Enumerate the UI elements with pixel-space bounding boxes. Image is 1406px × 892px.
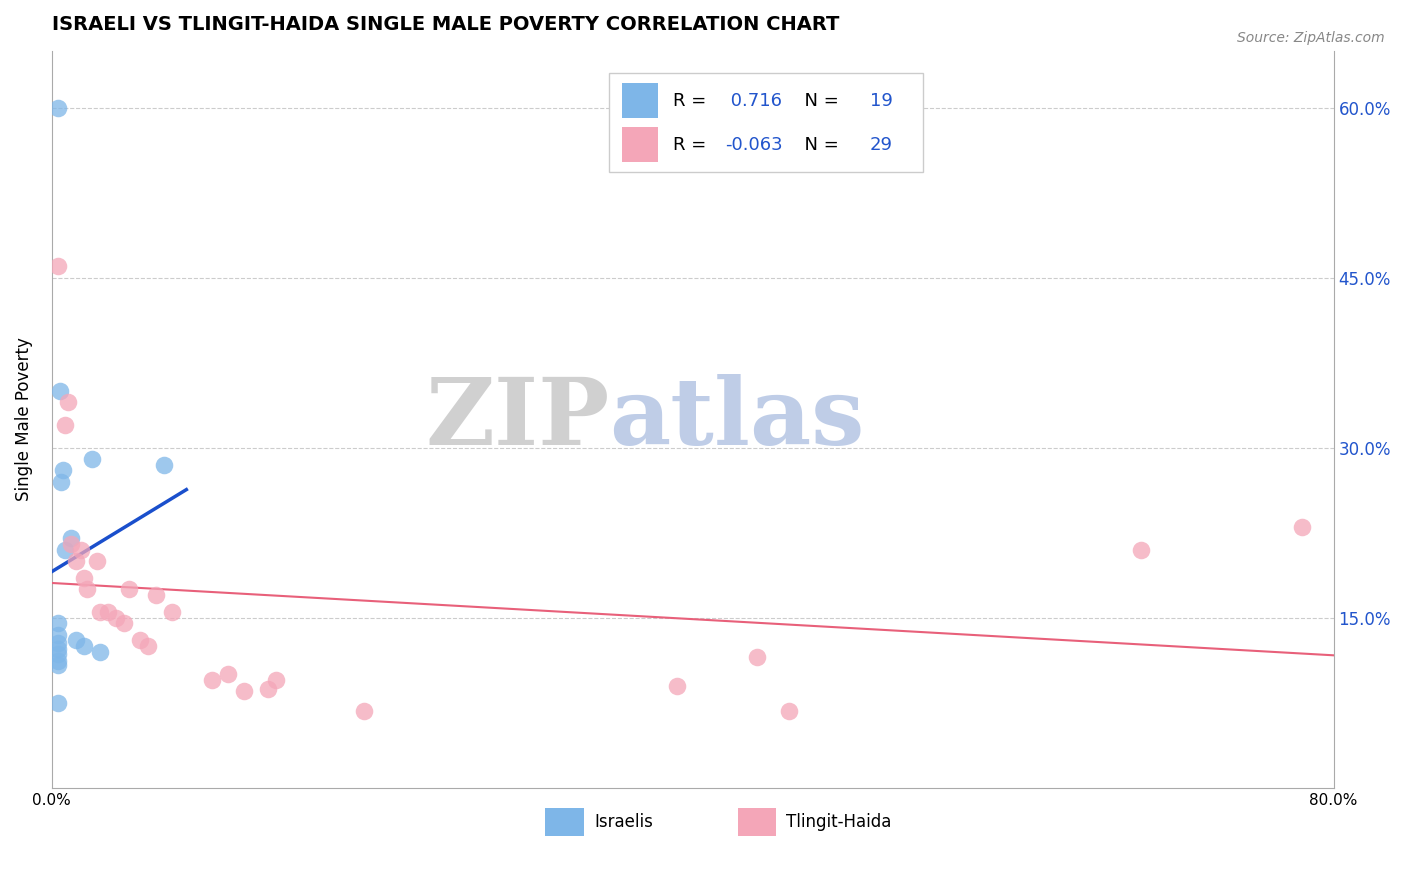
Point	[59, 537, 82, 551]
Text: Tlingit-Haida: Tlingit-Haida	[786, 813, 891, 830]
Point	[65, 633, 87, 648]
Point	[257, 682, 280, 697]
Point	[89, 645, 111, 659]
FancyBboxPatch shape	[546, 807, 583, 836]
Y-axis label: Single Male Poverty: Single Male Poverty	[15, 337, 32, 501]
Text: 29: 29	[869, 136, 893, 153]
Point	[46, 647, 69, 661]
Point	[89, 605, 111, 619]
FancyBboxPatch shape	[623, 127, 658, 162]
Point	[160, 605, 183, 619]
Text: Israelis: Israelis	[593, 813, 652, 830]
Point	[217, 667, 239, 681]
Text: ZIP: ZIP	[425, 375, 609, 465]
FancyBboxPatch shape	[609, 73, 924, 172]
Point	[76, 582, 98, 597]
Point	[264, 673, 287, 687]
Text: R =: R =	[673, 92, 713, 110]
Text: N =: N =	[793, 136, 844, 153]
Point	[80, 452, 103, 467]
Point	[53, 542, 76, 557]
Text: atlas: atlas	[609, 375, 865, 465]
Point	[73, 639, 96, 653]
Point	[49, 384, 72, 398]
Point	[46, 654, 69, 668]
Point	[112, 616, 135, 631]
Point	[46, 628, 69, 642]
Point	[778, 704, 800, 718]
Point	[97, 605, 120, 619]
Text: ISRAELI VS TLINGIT-HAIDA SINGLE MALE POVERTY CORRELATION CHART: ISRAELI VS TLINGIT-HAIDA SINGLE MALE POV…	[52, 15, 839, 34]
Point	[46, 616, 69, 631]
Point	[46, 101, 69, 115]
Point	[56, 395, 79, 409]
Point	[52, 463, 75, 477]
Point	[46, 642, 69, 657]
Point	[118, 582, 141, 597]
Point	[53, 417, 76, 432]
Text: -0.063: -0.063	[724, 136, 782, 153]
Point	[46, 635, 69, 649]
Point	[201, 673, 224, 687]
Point	[51, 475, 73, 489]
Point	[69, 542, 91, 557]
Point	[59, 532, 82, 546]
Point	[153, 458, 176, 472]
Point	[233, 684, 256, 698]
Point	[104, 610, 127, 624]
Point	[65, 554, 87, 568]
Text: 0.716: 0.716	[724, 92, 782, 110]
Point	[145, 588, 167, 602]
FancyBboxPatch shape	[738, 807, 776, 836]
Point	[86, 554, 108, 568]
Point	[1291, 520, 1313, 534]
Text: R =: R =	[673, 136, 713, 153]
Point	[353, 704, 375, 718]
Point	[46, 696, 69, 710]
Point	[745, 650, 768, 665]
Point	[136, 639, 159, 653]
Point	[73, 571, 96, 585]
Point	[128, 633, 150, 648]
Text: Source: ZipAtlas.com: Source: ZipAtlas.com	[1237, 31, 1385, 45]
FancyBboxPatch shape	[623, 83, 658, 119]
Point	[665, 679, 688, 693]
Text: N =: N =	[793, 92, 844, 110]
Point	[1130, 542, 1153, 557]
Text: 19: 19	[869, 92, 893, 110]
Point	[46, 658, 69, 673]
Point	[46, 259, 69, 273]
